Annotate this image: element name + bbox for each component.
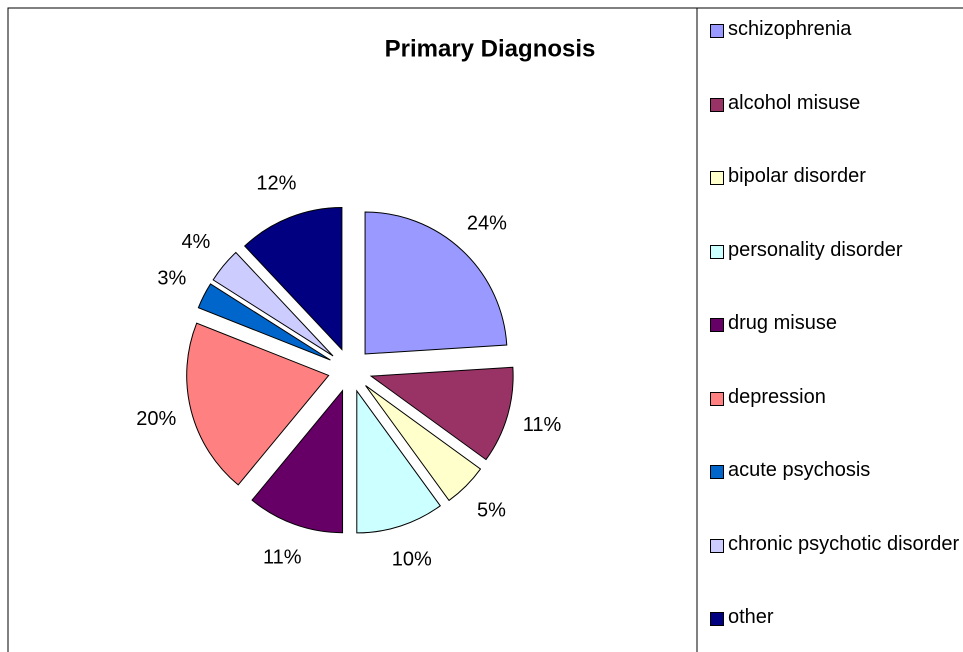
pie-slice xyxy=(369,366,514,461)
legend-label: personality disorder xyxy=(728,238,903,261)
legend-swatch xyxy=(710,538,724,553)
data-label: 12% xyxy=(256,172,296,194)
pie-slice xyxy=(364,211,508,355)
legend-item: depression xyxy=(710,386,960,413)
pie-slice xyxy=(356,389,441,534)
data-label: 4% xyxy=(181,231,210,253)
legend-swatch xyxy=(710,391,724,406)
legend-label: bipolar disorder xyxy=(728,165,866,187)
legend-label: alcohol misuse xyxy=(728,91,861,114)
chart-title: Primary Diagnosis xyxy=(385,35,596,62)
data-label: 11% xyxy=(523,414,562,436)
legend-label: chronic psychotic disorder xyxy=(728,532,960,555)
legend-label: schizophrenia xyxy=(728,18,852,40)
pie-slice xyxy=(243,207,343,351)
legend-item: drug misuse xyxy=(710,312,960,339)
legend-item: bipolar disorder xyxy=(710,165,960,192)
legend-item: alcohol misuse xyxy=(710,92,960,119)
legend-item: acute psychosis xyxy=(710,459,960,486)
data-label: 20% xyxy=(136,408,176,430)
legend-label: other xyxy=(728,606,774,628)
legend-swatch xyxy=(710,171,724,185)
pie-slice xyxy=(365,385,482,502)
data-label: 10% xyxy=(392,548,432,570)
data-label: 24% xyxy=(467,212,507,234)
legend-label: depression xyxy=(728,385,826,408)
data-label: 3% xyxy=(157,267,186,289)
pie-slice xyxy=(212,251,334,357)
legend-swatch xyxy=(710,318,724,332)
legend-swatch xyxy=(710,244,724,259)
legend-swatch xyxy=(710,24,724,38)
pie-slice xyxy=(251,389,344,534)
legend-item: chronic psychotic disorder xyxy=(710,533,960,560)
pie-slice xyxy=(197,283,331,361)
legend-label: acute psychosis xyxy=(728,459,871,481)
data-label: 5% xyxy=(477,500,506,522)
legend-swatch xyxy=(710,97,724,112)
data-label: 11% xyxy=(263,546,302,568)
legend-swatch xyxy=(710,612,724,626)
chart-frame xyxy=(7,7,963,652)
legend-item: other xyxy=(710,606,960,633)
legend-swatch xyxy=(710,465,724,479)
pie-slice xyxy=(186,322,330,486)
legend-item: personality disorder xyxy=(710,239,960,266)
legend-item: schizophrenia xyxy=(710,18,960,45)
legend-label: drug misuse xyxy=(728,312,837,334)
